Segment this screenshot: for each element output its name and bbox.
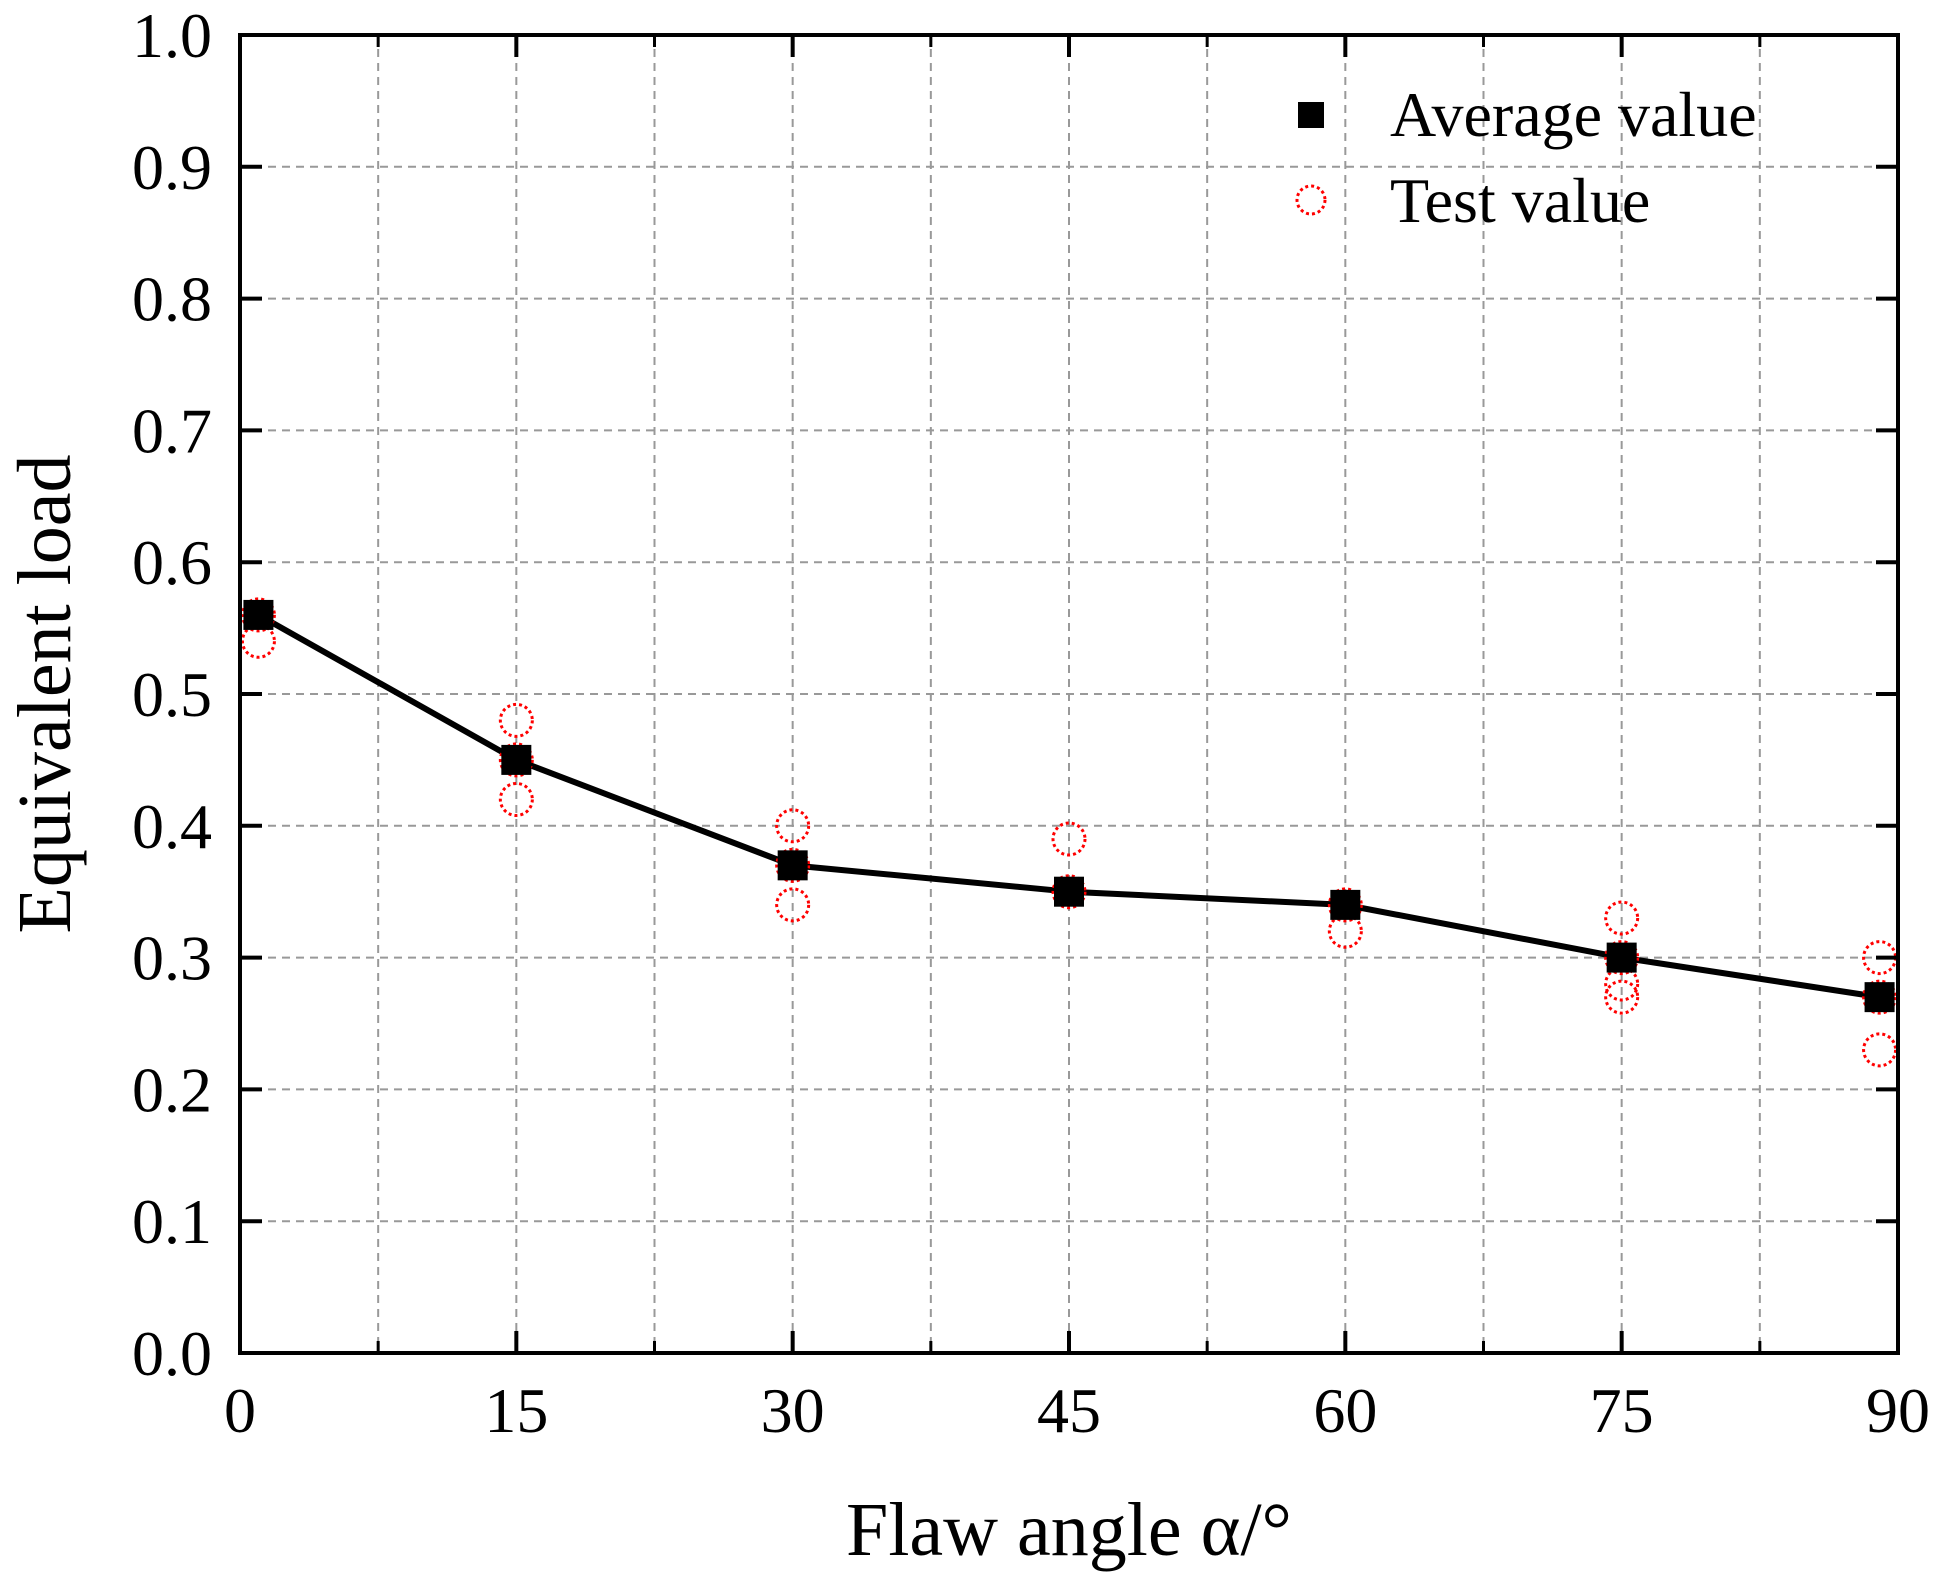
x-tick-label: 60 xyxy=(1313,1375,1377,1446)
test-point xyxy=(775,887,811,923)
y-tick-label: 0.4 xyxy=(132,791,212,862)
average-marker xyxy=(1330,889,1361,920)
tick-labels: 0 15 30 45 60 75 90 0.0 0.1 0.2 0.3 0.4 0.5 0.6 0.7 0.8… xyxy=(132,0,1930,1446)
legend-test-marker xyxy=(1295,184,1327,216)
test-point xyxy=(1051,874,1087,910)
average-marker xyxy=(1606,942,1637,973)
y-axis-title: Equivalent load xyxy=(3,454,87,933)
test-point xyxy=(775,808,811,844)
y-tick-label: 0.9 xyxy=(132,132,212,203)
y-tick-label: 0.7 xyxy=(132,395,212,466)
test-point xyxy=(775,847,811,883)
legend-average-label: Average value xyxy=(1390,79,1757,150)
x-axis-title: Flaw angle α/° xyxy=(846,1488,1292,1572)
test-point xyxy=(1051,821,1087,857)
test-point xyxy=(1604,940,1640,976)
y-tick-label: 1.0 xyxy=(132,0,212,71)
test-point xyxy=(498,781,534,817)
legend-test-label: Test value xyxy=(1390,165,1650,236)
legend: Average value Test value xyxy=(1295,79,1757,236)
test-points xyxy=(240,597,1898,1068)
test-point xyxy=(498,742,534,778)
x-tick-label: 90 xyxy=(1866,1375,1930,1446)
x-tick-label: 75 xyxy=(1590,1375,1654,1446)
average-markers xyxy=(243,599,1895,1013)
test-point xyxy=(1862,979,1898,1015)
test-point xyxy=(240,597,276,633)
y-tick-label: 0.2 xyxy=(132,1054,212,1125)
test-point xyxy=(498,702,534,738)
test-point xyxy=(1604,979,1640,1015)
y-tick-label: 0.1 xyxy=(132,1186,212,1257)
y-tick-label: 0.8 xyxy=(132,264,212,335)
grid xyxy=(240,35,1898,1353)
average-marker xyxy=(243,599,274,630)
y-tick-label: 0.6 xyxy=(132,527,212,598)
test-point xyxy=(1862,1032,1898,1068)
x-tick-label: 0 xyxy=(224,1375,256,1446)
average-marker xyxy=(1054,876,1084,907)
y-tick-label: 0.3 xyxy=(132,923,212,994)
average-marker xyxy=(501,744,532,775)
test-point xyxy=(1327,887,1363,923)
test-point xyxy=(1604,900,1640,936)
x-tick-label: 15 xyxy=(484,1375,548,1446)
x-tick-label: 45 xyxy=(1037,1375,1101,1446)
average-marker xyxy=(1864,982,1895,1013)
y-tick-label: 0.0 xyxy=(132,1318,212,1389)
y-tick-label: 0.5 xyxy=(132,659,212,730)
average-marker xyxy=(777,850,808,881)
ticks xyxy=(238,33,1900,1355)
legend-average-marker xyxy=(1298,102,1324,128)
x-tick-label: 30 xyxy=(761,1375,825,1446)
